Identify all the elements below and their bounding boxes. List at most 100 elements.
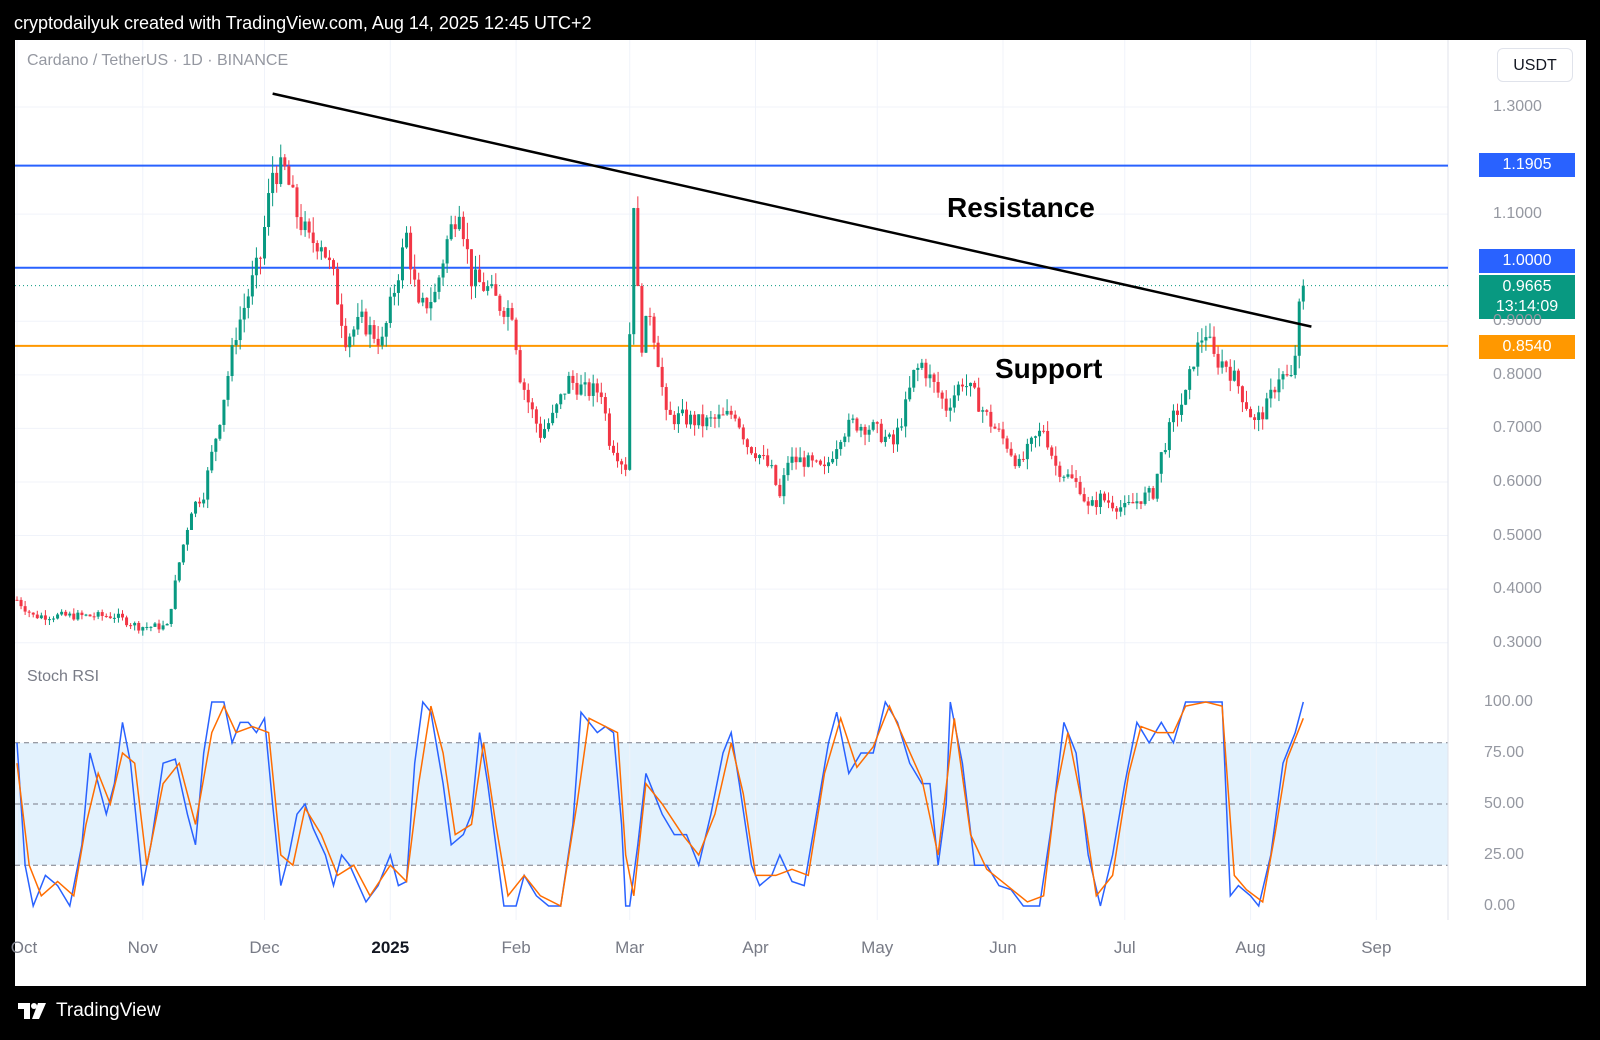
candle-body [563, 393, 567, 395]
candle-body [1135, 501, 1139, 504]
candle-body [185, 529, 189, 545]
candle-body [413, 269, 417, 280]
candle-body [1131, 501, 1135, 504]
candle-body [794, 456, 798, 463]
candle-body [194, 501, 198, 514]
candle-body [965, 386, 969, 388]
candle-body [985, 410, 989, 412]
candle-body [543, 429, 547, 438]
candle-body [35, 614, 39, 619]
candle-body [1232, 370, 1236, 381]
candle-body [567, 375, 571, 394]
candle-body [685, 409, 689, 425]
candle-body [1151, 488, 1155, 499]
chart-panel[interactable]: Cardano / TetherUS · 1D · BINANCE USDT S… [11, 40, 1586, 986]
candle-body [680, 409, 684, 414]
candle-body [534, 409, 538, 424]
x-axis-label: Oct [10, 938, 38, 957]
candle-body [1273, 389, 1277, 393]
candle-body [392, 292, 396, 297]
candle-body [607, 413, 611, 446]
candle-body [725, 410, 729, 415]
candle-body [1005, 438, 1009, 449]
candle-body [1171, 410, 1175, 423]
chart-canvas[interactable] [15, 40, 1586, 986]
price-tag-current: 0.9665 13:14:09 [1479, 275, 1575, 319]
candle-body [977, 387, 981, 412]
candle-body [1062, 476, 1066, 478]
candle-body [372, 325, 376, 339]
candle-body [1147, 488, 1151, 493]
candle-body [510, 308, 514, 320]
candle-body [1115, 508, 1119, 512]
candle-body [1017, 458, 1021, 467]
candle-body [741, 427, 745, 440]
candle-body [1277, 379, 1281, 393]
candle-body [19, 599, 23, 607]
footer-brand: TradingView [56, 1000, 161, 1021]
candle-body [652, 316, 656, 343]
candle-body [165, 623, 169, 626]
candle-body [579, 384, 583, 395]
rsi-axis-label: 100.00 [1484, 693, 1533, 710]
candle-body [336, 268, 340, 305]
candle-body [242, 307, 246, 320]
candle-body [56, 614, 60, 619]
candle-body [23, 606, 27, 612]
candle-body [1155, 473, 1159, 499]
tradingview-logo-icon [18, 1003, 46, 1019]
candle-body [39, 615, 43, 619]
candle-body [1025, 443, 1029, 460]
candle-body [855, 418, 859, 431]
candle-body [1269, 389, 1273, 399]
candle-body [405, 232, 409, 248]
x-axis-label: Aug [1235, 938, 1266, 957]
candle-body [396, 280, 400, 293]
candle-body [129, 625, 133, 627]
candle-body [445, 239, 449, 264]
candle-body [202, 499, 206, 504]
candle-body [125, 617, 129, 626]
currency-button[interactable]: USDT [1497, 48, 1573, 82]
candle-body [758, 455, 762, 459]
candle-body [611, 445, 615, 453]
candle-body [271, 172, 275, 194]
candle-body [1086, 501, 1090, 506]
candle-body [311, 232, 315, 244]
x-axis-label: May [861, 938, 894, 957]
candle-body [1285, 374, 1289, 376]
indicator-label[interactable]: Stoch RSI [27, 668, 100, 685]
candle-body [490, 284, 494, 287]
candle-body [530, 402, 534, 410]
candle-body [133, 622, 137, 626]
candle-body [932, 374, 936, 382]
candle-body [786, 462, 790, 476]
candle-body [441, 263, 445, 278]
candle-body [198, 501, 202, 504]
candle-body [206, 470, 210, 500]
candle-body [559, 394, 563, 405]
header-caption: cryptodailyuk created with TradingView.c… [14, 13, 592, 33]
tradingview-logo[interactable]: TradingView [18, 1000, 161, 1022]
candle-body [323, 247, 327, 258]
price-axis-label: 0.3000 [1493, 633, 1542, 651]
candle-body [409, 232, 413, 270]
candle-body [141, 627, 145, 631]
candle-body [1046, 430, 1050, 448]
candle-body [1289, 375, 1293, 377]
candle-body [1033, 436, 1037, 438]
candle-body [214, 438, 218, 452]
price-axis-label: 0.5000 [1493, 526, 1542, 544]
candle-body [388, 296, 392, 324]
candle-body [457, 216, 461, 230]
candle-body [267, 193, 271, 228]
x-axis-label: Dec [249, 938, 280, 957]
candle-body [299, 217, 303, 231]
candle-body [332, 260, 336, 269]
candle-body [668, 409, 672, 415]
candle-body [1261, 412, 1265, 420]
x-axis-label: Sep [1361, 938, 1392, 957]
candle-body [376, 338, 380, 346]
candle-body [31, 612, 35, 615]
candle-body [928, 374, 932, 379]
